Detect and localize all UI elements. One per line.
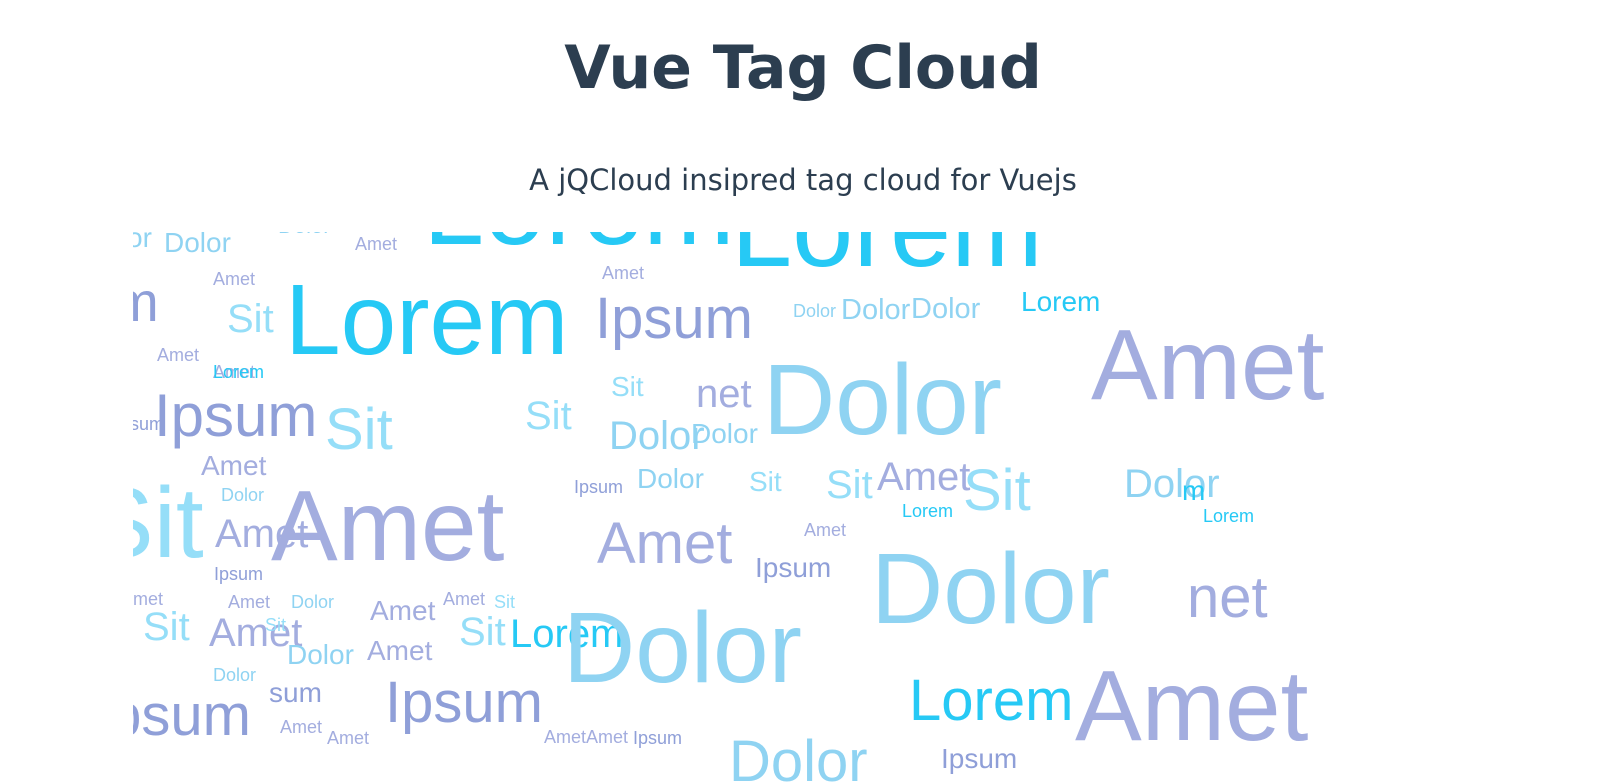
tag-word-amet: Amet	[157, 345, 200, 365]
tag-word-dolor: Dolor	[729, 729, 868, 782]
tag-word-amet: Amet	[1075, 650, 1309, 762]
tag-word-amet: AmetAmet	[544, 727, 629, 747]
tag-word-sit: Sit	[963, 458, 1031, 523]
tag-word-ipsum: sum	[269, 677, 322, 708]
tag-word-ipsum: Ipsum	[755, 552, 832, 583]
tag-word-sit: Sit	[749, 466, 782, 497]
tag-word-sit: Sit	[826, 463, 873, 507]
tag-word-sit: Sit	[227, 297, 274, 341]
tag-word-dolor: Dolor	[911, 293, 981, 325]
tag-word-amet: Amet	[877, 455, 971, 499]
tag-cloud: orDolorDolorAmetLoremLoremAmetAmetumSitL…	[133, 232, 1473, 782]
tag-word-lorem: m	[1182, 475, 1206, 506]
tag-word-amet: Amet	[804, 520, 847, 540]
tag-word-lorem: Lorem	[902, 501, 954, 521]
tag-word-amet: Amet	[327, 728, 370, 748]
tag-word-ipsum: um	[133, 270, 159, 333]
tag-word-ipsum: Ipsum	[133, 683, 251, 748]
tag-word-amet: Amet	[213, 362, 256, 382]
tag-word-ipsum: Ipsum	[154, 382, 318, 449]
tag-word-amet: Amet	[355, 234, 398, 254]
tag-word-dolor: Dolor	[287, 639, 354, 670]
tag-word-amet: Amet	[597, 511, 733, 576]
tag-word-sit: Sit	[611, 371, 644, 402]
tag-word-dolor: Dolor	[763, 344, 1002, 456]
tag-word-ipsum: Ipsum	[595, 286, 753, 351]
tag-word-dolor: Dolor	[637, 463, 704, 494]
tag-word-ipsum: Ipsum	[633, 728, 683, 748]
tag-word-amet: Amet	[602, 263, 645, 283]
tag-word-amet: Amet	[201, 450, 267, 481]
tag-word-dolor: Dolor	[563, 592, 802, 704]
tag-word-ipsum: Ipsum	[214, 564, 264, 584]
tag-word-amet: Amet	[228, 592, 271, 612]
tag-word-amet: Amet	[443, 589, 486, 609]
tag-word-dolor: Dolor	[691, 418, 758, 449]
tag-word-sit: Sit	[265, 615, 287, 635]
tag-word-lorem: Lorem	[423, 232, 735, 262]
tag-word-lorem: Lorem	[731, 232, 1043, 284]
tag-word-dolor: Dolor	[278, 232, 331, 237]
tag-word-lorem: Lorem	[1203, 506, 1255, 526]
tag-word-dolor: Dolor	[871, 533, 1110, 645]
tag-word-dolor: Dolor	[164, 232, 231, 258]
page-subtitle: A jQCloud insipred tag cloud for Vuejs	[529, 163, 1077, 197]
tag-word-amet: Amet	[213, 269, 256, 289]
tag-word-dolor: Dolor	[793, 301, 837, 321]
tag-word-lorem: Lorem	[1021, 286, 1101, 317]
page-title: Vue Tag Cloud	[564, 33, 1042, 103]
tag-word-amet: net	[696, 372, 752, 416]
tag-word-amet: Amet	[280, 717, 323, 737]
tag-word-sit: Sit	[133, 467, 204, 579]
tag-word-sit: Sit	[325, 397, 393, 462]
tag-word-amet: Amet	[209, 611, 303, 655]
tag-word-amet: Amet	[271, 470, 505, 582]
tag-word-dolor: Dolor	[1124, 462, 1220, 506]
tag-word-sit: Sit	[459, 610, 506, 654]
tag-word-dolor: Dolor	[841, 294, 911, 326]
tag-word-amet: Amet	[367, 635, 433, 666]
tag-word-ipsum: Ipsum	[133, 414, 165, 434]
tag-word-amet: Amet	[215, 512, 309, 556]
tag-word-lorem: Lorem	[909, 668, 1074, 733]
tag-word-lorem: Lorem	[285, 264, 569, 376]
tag-word-amet: Amet	[133, 589, 164, 609]
tag-word-dolor: Dolor	[213, 665, 257, 685]
tag-word-sit: Sit	[143, 605, 190, 649]
tag-word-dolor: or	[133, 232, 152, 253]
tag-word-amet: net	[1187, 565, 1268, 630]
tag-word-dolor: Dolor	[221, 485, 265, 505]
tag-word-ipsum: Ipsum	[385, 670, 543, 735]
tag-word-lorem: Lorem	[510, 612, 624, 656]
tag-word-amet: Amet	[370, 595, 436, 626]
tag-word-amet: Amet	[1091, 309, 1325, 421]
tag-word-sit: Sit	[525, 394, 572, 438]
tag-word-ipsum: Ipsum	[941, 743, 1018, 774]
tag-word-dolor: Dolor	[609, 414, 705, 458]
tag-word-ipsum: Ipsum	[574, 477, 624, 497]
tag-word-sit: Sit	[494, 592, 516, 612]
tag-word-lorem: Lorem	[213, 362, 265, 382]
tag-word-dolor: Dolor	[291, 592, 335, 612]
